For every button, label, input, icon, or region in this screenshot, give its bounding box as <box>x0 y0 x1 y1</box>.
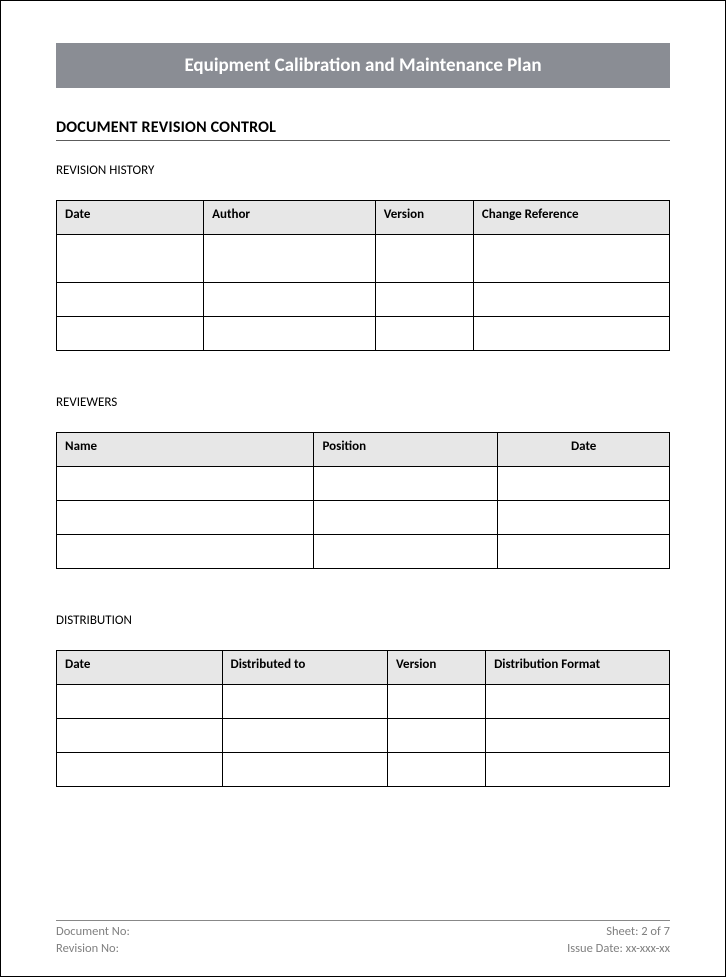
cell <box>473 283 669 317</box>
distribution-block: DISTRIBUTION Date Distributed to Version… <box>56 613 670 787</box>
col-position: Position <box>314 433 498 467</box>
table-header-row: Date Distributed to Version Distribution… <box>57 651 670 685</box>
cell <box>375 317 473 351</box>
table-row <box>57 467 670 501</box>
cell <box>57 317 204 351</box>
table-row <box>57 535 670 569</box>
table-header-row: Name Position Date <box>57 433 670 467</box>
cell <box>57 235 204 283</box>
cell <box>57 283 204 317</box>
col-date: Date <box>498 433 670 467</box>
reviewers-title: REVIEWERS <box>56 395 670 410</box>
title-text: Equipment Calibration and Maintenance Pl… <box>184 54 541 77</box>
cell <box>375 283 473 317</box>
cell <box>486 753 670 787</box>
cell <box>498 535 670 569</box>
document-page: Equipment Calibration and Maintenance Pl… <box>1 1 725 787</box>
page-footer: Document No: Sheet: 2 of 7 Revision No: … <box>56 920 670 958</box>
table-row <box>57 753 670 787</box>
cell <box>388 685 486 719</box>
cell <box>222 753 388 787</box>
cell <box>314 535 498 569</box>
cell <box>57 753 223 787</box>
table-row <box>57 719 670 753</box>
reviewers-block: REVIEWERS Name Position Date <box>56 395 670 569</box>
cell <box>314 467 498 501</box>
cell <box>57 501 314 535</box>
footer-row-2: Revision No: Issue Date: xx-xxx-xx <box>56 941 670 958</box>
title-banner: Equipment Calibration and Maintenance Pl… <box>56 43 670 88</box>
cell <box>204 235 376 283</box>
cell <box>57 467 314 501</box>
footer-row-1: Document No: Sheet: 2 of 7 <box>56 924 670 941</box>
cell <box>486 685 670 719</box>
col-date: Date <box>57 201 204 235</box>
table-row <box>57 235 670 283</box>
cell <box>314 501 498 535</box>
cell <box>375 235 473 283</box>
table-row <box>57 501 670 535</box>
document-no-label: Document No: <box>56 924 130 941</box>
table-row <box>57 317 670 351</box>
table-row <box>57 685 670 719</box>
cell <box>388 719 486 753</box>
table-header-row: Date Author Version Change Reference <box>57 201 670 235</box>
reviewers-table: Name Position Date <box>56 432 670 569</box>
cell <box>57 719 223 753</box>
col-dist-format: Distribution Format <box>486 651 670 685</box>
cell <box>222 719 388 753</box>
distribution-title: DISTRIBUTION <box>56 613 670 628</box>
table-row <box>57 283 670 317</box>
cell <box>473 235 669 283</box>
col-version: Version <box>388 651 486 685</box>
cell <box>498 501 670 535</box>
section-heading: DOCUMENT REVISION CONTROL <box>56 118 670 141</box>
col-date: Date <box>57 651 223 685</box>
cell <box>204 283 376 317</box>
sheet-label: Sheet: 2 of 7 <box>606 924 670 941</box>
revision-history-table: Date Author Version Change Reference <box>56 200 670 351</box>
revision-no-label: Revision No: <box>56 941 119 958</box>
col-name: Name <box>57 433 314 467</box>
cell <box>388 753 486 787</box>
distribution-table: Date Distributed to Version Distribution… <box>56 650 670 787</box>
revision-history-title: REVISION HISTORY <box>56 163 670 178</box>
cell <box>498 467 670 501</box>
cell <box>57 685 223 719</box>
col-distributed-to: Distributed to <box>222 651 388 685</box>
col-change-ref: Change Reference <box>473 201 669 235</box>
col-version: Version <box>375 201 473 235</box>
issue-date-label: Issue Date: xx-xxx-xx <box>567 941 670 958</box>
cell <box>57 535 314 569</box>
cell <box>204 317 376 351</box>
col-author: Author <box>204 201 376 235</box>
cell <box>486 719 670 753</box>
revision-history-block: REVISION HISTORY Date Author Version Cha… <box>56 163 670 351</box>
cell <box>222 685 388 719</box>
cell <box>473 317 669 351</box>
